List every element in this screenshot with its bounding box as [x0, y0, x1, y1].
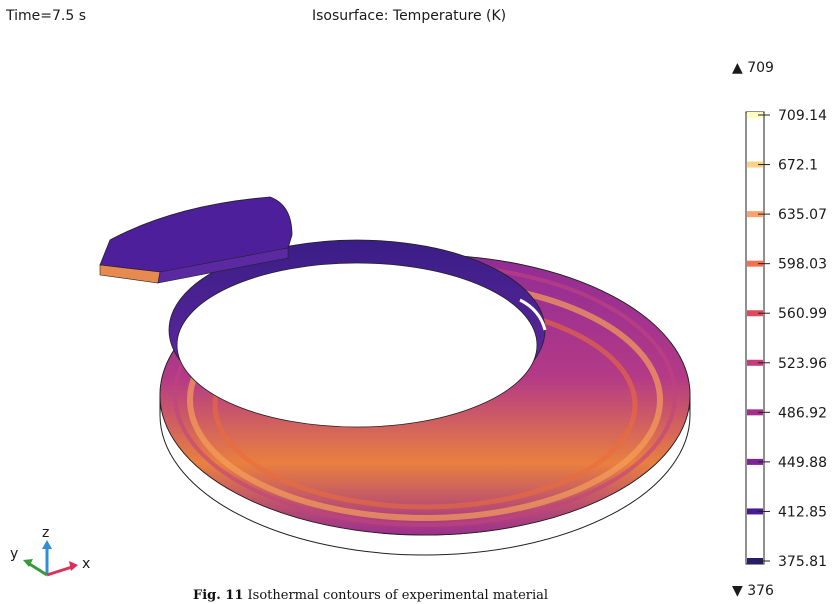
- friction-pad: [99, 196, 293, 284]
- legend-tick-label: 486.92: [778, 405, 827, 421]
- time-label: Time=7.5 s: [6, 8, 87, 24]
- legend-color-band: [747, 508, 763, 515]
- legend-color-band: [747, 260, 763, 267]
- legend-ticks: 709.14 672.1 635.07 598.03 560.99 523.96 486.9…: [747, 108, 827, 570]
- z-axis-label: z: [42, 525, 49, 541]
- y-axis-label: y: [10, 546, 18, 562]
- figure-caption: Fig. 11 Isothermal contours of experimen…: [193, 588, 548, 603]
- legend-tick-label: 709.14: [778, 108, 827, 124]
- inner-bore: [168, 239, 547, 428]
- caption-fig-label: Fig. 11: [193, 588, 244, 603]
- caption-text: Isothermal contours of experimental mate…: [247, 588, 549, 603]
- legend-tick-label: 449.88: [778, 455, 827, 471]
- legend-tick-label: 672.1: [778, 158, 818, 174]
- legend-color-band: [747, 458, 763, 465]
- legend-max-marker: ▲ 709: [732, 60, 774, 76]
- legend-color-band: [747, 112, 763, 118]
- legend-color-band: [747, 359, 763, 366]
- legend-color-band: [747, 310, 763, 317]
- legend-color-band: [747, 409, 763, 416]
- legend-color-band: [747, 558, 763, 564]
- axes-triad: y z x: [10, 525, 90, 577]
- legend-tick-label: 412.85: [778, 504, 827, 520]
- legend-tick-label: 375.81: [778, 554, 827, 570]
- legend-tick-label: 560.99: [778, 306, 827, 322]
- plot-title: Isosurface: Temperature (K): [312, 8, 507, 24]
- legend-color-band: [747, 211, 763, 218]
- legend-bar: [745, 111, 765, 565]
- legend-min-marker: ▼ 376: [732, 583, 774, 599]
- legend-tick-label: 598.03: [778, 257, 827, 273]
- legend-tick-label: 635.07: [778, 207, 827, 223]
- legend-tick-label: 523.96: [778, 356, 827, 372]
- legend-color-band: [747, 161, 763, 168]
- x-axis-label: x: [82, 556, 90, 572]
